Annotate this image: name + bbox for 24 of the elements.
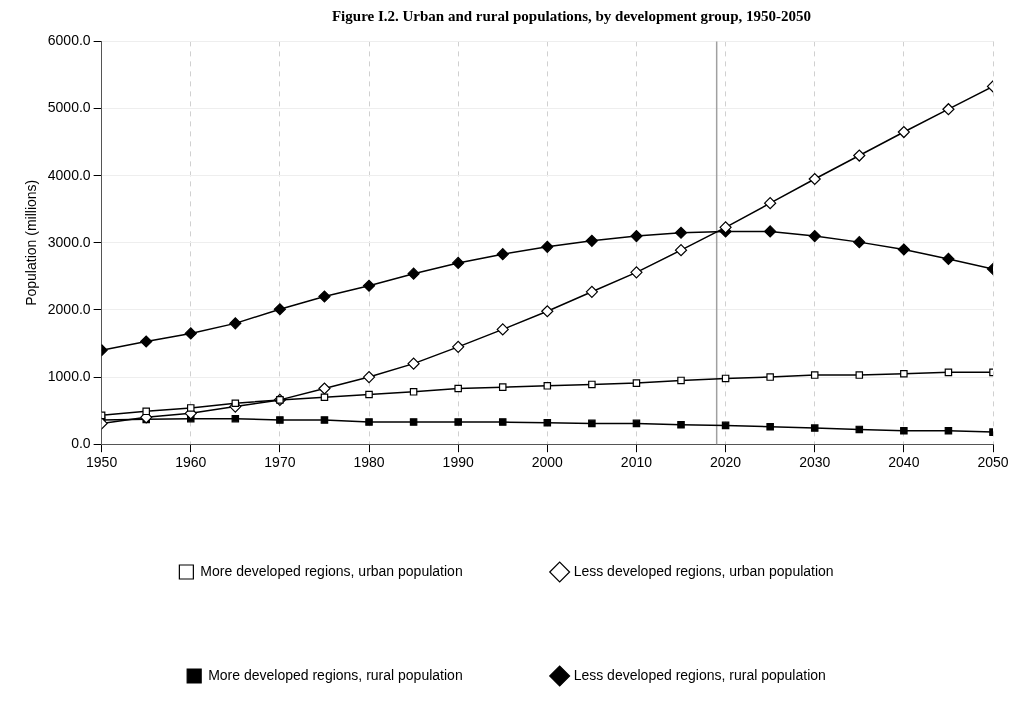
- chart-title: Figure I.2. Urban and rural populations, by development group, 1950-2050: [330, 7, 813, 26]
- x-tick-label: 1970: [264, 454, 296, 471]
- legend-label: More developed regions, urban population: [200, 562, 463, 579]
- x-tick-label: 2030: [799, 454, 831, 471]
- y-tick-label: 1000.0: [47, 367, 91, 384]
- legend-label: Less developed regions, rural population: [573, 666, 826, 683]
- y-tick-label: 5000.0: [47, 99, 91, 116]
- y-tick-label: 2000.0: [47, 300, 91, 317]
- y-tick-label: 0.0: [71, 435, 91, 452]
- x-tick-label: 1980: [353, 454, 385, 471]
- y-tick-label: 4000.0: [47, 166, 91, 183]
- x-tick-label: 2010: [620, 454, 653, 471]
- x-tick-label: 2040: [888, 454, 920, 471]
- x-tick-label: 1960: [175, 454, 207, 471]
- y-tick-label: 3000.0: [47, 233, 91, 250]
- x-tick-label: 2000: [531, 454, 564, 471]
- legend-label: More developed regions, rural population: [208, 666, 463, 683]
- legend-label: Less developed regions, urban population: [573, 562, 834, 579]
- y-tick-label: 6000.0: [47, 32, 91, 49]
- y-axis-title: Population (millions): [23, 179, 40, 306]
- x-tick-label: 1990: [442, 454, 474, 471]
- x-tick-label: 2020: [710, 454, 742, 471]
- x-tick-label: 2050: [977, 454, 1009, 471]
- x-tick-label: 1950: [86, 454, 118, 471]
